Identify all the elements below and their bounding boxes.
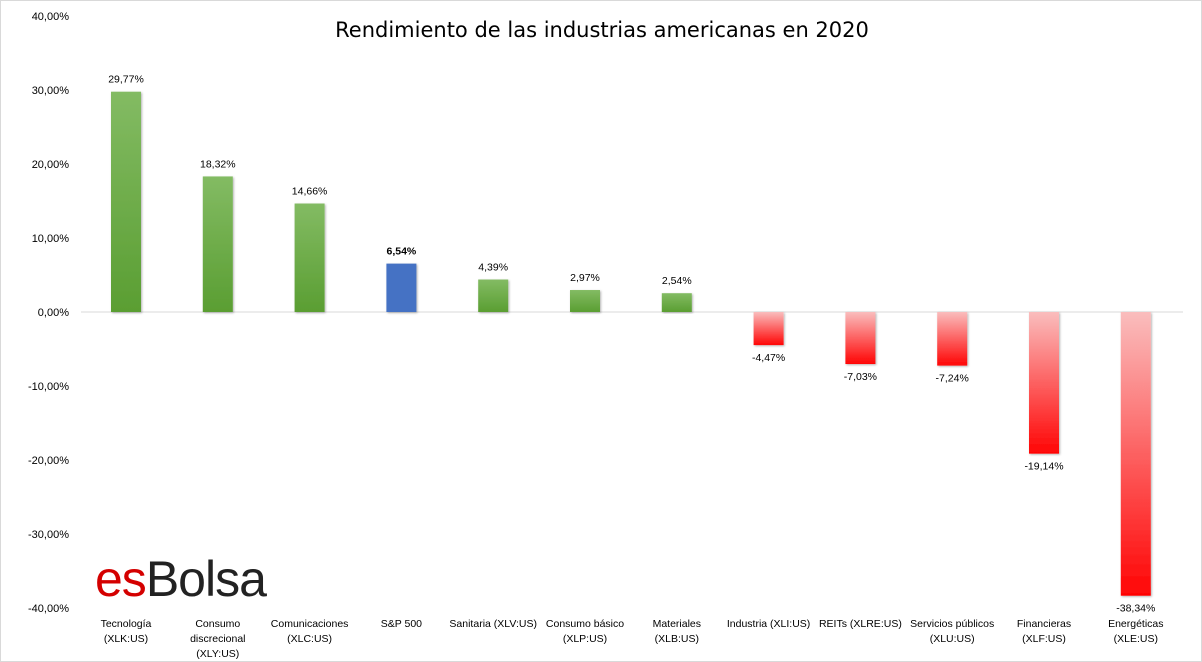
category-label: Energéticas [1108, 618, 1163, 630]
bar [937, 312, 968, 366]
data-label: 18,32% [200, 158, 236, 170]
esbolsa-logo: esBolsa [95, 551, 267, 607]
data-label: 4,39% [478, 262, 508, 274]
bar [1029, 312, 1059, 454]
y-tick-label: -40,00% [28, 603, 69, 615]
category-label: (XLU:US) [930, 633, 975, 645]
data-label: 2,54% [662, 275, 692, 287]
category-label: Comunicaciones [271, 618, 349, 630]
category-label: Consumo básico [546, 618, 624, 630]
data-label: -19,14% [1024, 461, 1063, 473]
category-label: (XLE:US) [1114, 633, 1158, 645]
y-tick-label: -10,00% [28, 381, 69, 393]
y-tick-label: 0,00% [38, 307, 69, 319]
bar [661, 293, 692, 312]
bar [845, 312, 876, 365]
category-label: Materiales [653, 618, 701, 630]
category-label: Consumo [195, 618, 240, 630]
category-label: discrecional [190, 633, 245, 645]
y-tick-label: 10,00% [32, 233, 70, 245]
data-label: 6,54% [387, 246, 417, 258]
category-label: Financieras [1017, 618, 1071, 630]
data-label: -4,47% [752, 352, 785, 364]
bar [570, 290, 600, 312]
data-label: 29,77% [108, 74, 144, 86]
y-tick-label: -20,00% [28, 455, 69, 467]
bar [294, 203, 325, 312]
bar [386, 263, 417, 312]
category-label: Servicios públicos [910, 618, 994, 630]
category-label: (XLK:US) [104, 633, 148, 645]
category-label: Industria (XLI:US) [727, 618, 810, 630]
category-label: Tecnología [101, 618, 152, 630]
category-label: (XLC:US) [287, 633, 332, 645]
category-label: S&P 500 [381, 618, 422, 630]
bar [1120, 312, 1151, 596]
bar [753, 312, 784, 346]
category-label: (XLB:US) [655, 633, 699, 645]
bar [111, 91, 141, 313]
category-label: (XLY:US) [196, 648, 239, 660]
data-label: -38,34% [1116, 603, 1155, 615]
y-tick-label: 40,00% [32, 11, 70, 23]
category-label: (XLP:US) [563, 633, 607, 645]
bar [202, 176, 233, 312]
y-tick-label: -30,00% [28, 529, 69, 541]
bar [478, 279, 509, 312]
y-tick-label: 20,00% [32, 159, 70, 171]
category-label: Sanitaria (XLV:US) [449, 618, 537, 630]
category-label: (XLF:US) [1022, 633, 1066, 645]
data-label: 2,97% [570, 272, 600, 284]
data-label: 14,66% [292, 186, 328, 198]
chart-title: Rendimiento de las industrias americanas… [335, 18, 869, 42]
y-tick-label: 30,00% [32, 85, 70, 97]
category-label: REITs (XLRE:US) [819, 618, 902, 630]
data-label: -7,24% [936, 373, 969, 385]
data-label: -7,03% [844, 371, 877, 383]
